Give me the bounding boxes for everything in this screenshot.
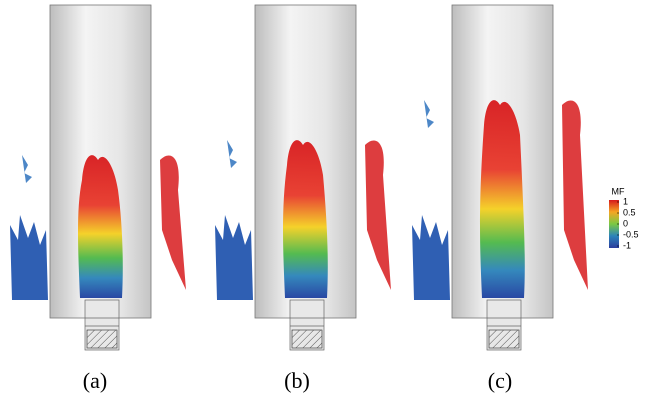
swirler (489, 330, 519, 348)
side-flame-left (215, 215, 253, 300)
side-flame-left (10, 215, 48, 300)
colorbar-tick-label: 0 (623, 218, 628, 228)
colorbar-tick-label: 1 (623, 196, 628, 206)
panel-label: (c) (488, 368, 512, 393)
side-flame-right (562, 100, 588, 290)
panel-label: (a) (83, 368, 107, 393)
figure: MF (a) (b) (c) 10.50-0.5-1 (0, 0, 646, 403)
side-flame-left-top (22, 155, 32, 183)
colorbar-title: MF (612, 186, 625, 196)
swirler (292, 330, 322, 348)
side-flame-left-top (424, 100, 434, 128)
colorbar-tick-label: 0.5 (623, 207, 636, 217)
panel-label: (b) (284, 368, 310, 393)
side-flame-right (365, 140, 391, 290)
panel: (a) (10, 5, 186, 393)
colorbar-tick-label: -0.5 (623, 229, 639, 239)
side-flame-left-top (227, 140, 237, 168)
side-flame-left (412, 215, 450, 300)
swirler (87, 330, 117, 348)
flame (480, 100, 525, 298)
colorbar-tick-label: -1 (623, 240, 631, 250)
panel: (c) (412, 5, 588, 393)
panel: (b) (215, 5, 391, 393)
side-flame-right (160, 155, 186, 290)
